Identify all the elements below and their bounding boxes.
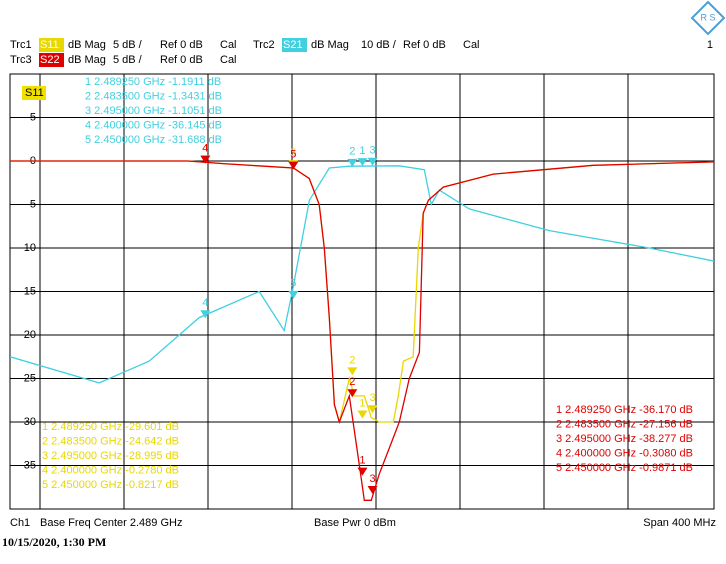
trace-line — [10, 160, 714, 501]
marker — [288, 290, 299, 299]
marker-readout: 5 2.450000 GHz -0.8217 dB — [42, 479, 179, 491]
trace-param: S22 — [40, 54, 60, 66]
marker — [357, 158, 368, 167]
marker-label: 3 — [369, 392, 375, 404]
logo: R S — [690, 0, 726, 36]
marker — [367, 486, 378, 495]
marker-label: 5 — [290, 148, 296, 160]
marker-label: 2 — [349, 354, 355, 366]
trace-ref: Ref 0 dB — [403, 39, 446, 51]
trace-ref: Ref 0 dB — [160, 39, 203, 51]
trace-cal: Cal — [220, 39, 237, 51]
marker-readout: 5 2.450000 GHz -0.9871 dB — [556, 462, 693, 474]
marker — [347, 389, 358, 398]
marker — [367, 405, 378, 414]
marker-label: 2 — [349, 146, 355, 158]
marker-readout: 1 2.489250 GHz -29.601 dB — [42, 421, 179, 433]
trace-param: S11 — [40, 39, 59, 51]
trace-param-box — [39, 53, 64, 67]
marker-readout: 4 2.400000 GHz -36.145 dB — [85, 119, 222, 131]
marker-label: 2 — [349, 376, 355, 388]
marker-label: 3 — [369, 145, 375, 157]
trace-format: dB Mag — [68, 54, 106, 66]
trace-scale: 5 dB / — [113, 39, 143, 51]
marker — [200, 155, 211, 164]
marker-readout: 2 2.483500 GHz -1.3431 dB — [85, 90, 222, 102]
marker-label: 3 — [369, 473, 375, 485]
marker-readout: 2 2.483500 GHz -27.156 dB — [556, 418, 693, 430]
trace-cal: Cal — [463, 39, 480, 51]
marker-label: 4 — [202, 142, 208, 154]
window-number: 1 — [707, 39, 713, 51]
marker — [200, 310, 211, 319]
power: Base Pwr 0 dBm — [314, 517, 396, 529]
marker — [347, 367, 358, 376]
marker-readout: 1 2.489250 GHz -1.1911 dB — [85, 76, 221, 88]
trace-scale: 5 dB / — [113, 54, 143, 66]
marker-label: 1 — [359, 455, 365, 467]
trace-param: S21 — [283, 39, 303, 51]
center-freq: Base Freq Center 2.489 GHz — [40, 517, 182, 529]
marker — [367, 157, 378, 166]
trace-scale: 10 dB / — [361, 39, 397, 51]
trace-ref: Ref 0 dB — [160, 54, 203, 66]
trace-param-box — [39, 38, 64, 52]
trace-cal: Cal — [220, 54, 237, 66]
trace-format: dB Mag — [68, 39, 106, 51]
marker-readout: 4 2.400000 GHz -0.2780 dB — [42, 464, 179, 476]
marker-label: 4 — [202, 297, 208, 309]
marker-label: 4 — [202, 143, 208, 155]
marker-readout: 3 2.495000 GHz -38.277 dB — [556, 433, 693, 445]
marker-readout: 2 2.483500 GHz -24.642 dB — [42, 435, 179, 447]
trace-id: Trc2 — [253, 39, 275, 51]
active-trace-box — [22, 86, 46, 100]
timestamp: 10/15/2020, 1:30 PM — [2, 535, 106, 549]
marker — [357, 467, 368, 476]
marker-label: 1 — [359, 145, 365, 157]
channel: Ch1 — [10, 517, 30, 529]
marker — [347, 158, 358, 167]
marker-readout: 3 2.495000 GHz -1.1051 dB — [85, 105, 222, 117]
marker-label: 5 — [290, 278, 296, 290]
marker-readout: 3 2.495000 GHz -28.995 dB — [42, 450, 179, 462]
svg-text:R S: R S — [700, 12, 715, 22]
trace-line — [10, 165, 714, 384]
marker-label: 5 — [290, 147, 296, 159]
trace-format: dB Mag — [311, 39, 349, 51]
active-trace-label: S11 — [25, 87, 44, 99]
trace-id: Trc1 — [10, 39, 32, 51]
marker-readout: 4 2.400000 GHz -0.3080 dB — [556, 447, 693, 459]
marker-readout: 5 2.450000 GHz -31.688 dB — [85, 134, 222, 146]
span: Span 400 MHz — [643, 517, 716, 529]
marker-label: 1 — [359, 397, 365, 409]
marker-readout: 1 2.489250 GHz -36.170 dB — [556, 404, 693, 416]
trace-param-box — [282, 38, 307, 52]
marker — [357, 410, 368, 419]
trace-id: Trc3 — [10, 54, 32, 66]
marker — [288, 161, 299, 170]
